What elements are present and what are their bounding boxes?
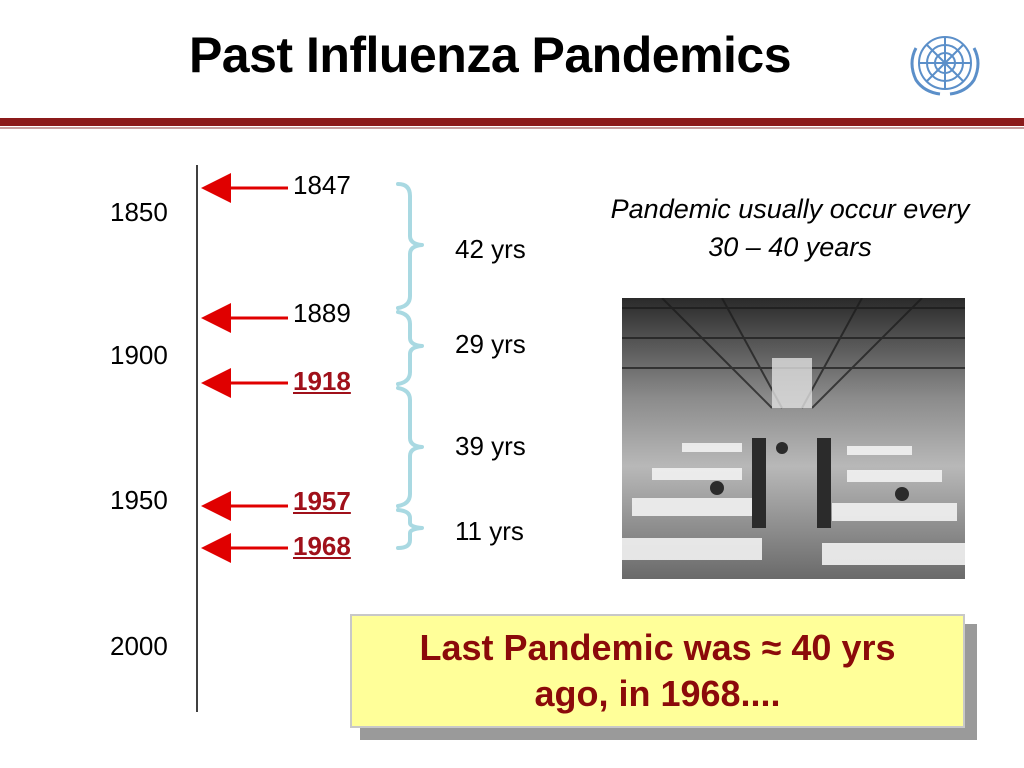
year-label-1889: 1889	[293, 298, 351, 328]
pandemic-frequency-note: Pandemic usually occur every 30 – 40 yea…	[610, 194, 970, 262]
un-emblem-icon	[910, 36, 980, 96]
interval-label-29: 29 yrs	[455, 329, 526, 359]
callout-text: Last Pandemic was ≈ 40 yrs ago, in 1968.…	[419, 627, 896, 714]
title-rule	[0, 118, 1024, 126]
year-label-1918: 1918	[293, 366, 351, 396]
axis-tick-1900: 1900	[110, 340, 168, 370]
interval-label-42: 42 yrs	[455, 234, 526, 264]
hospital-ward-photo	[622, 298, 965, 579]
year-label-1847: 1847	[293, 170, 351, 200]
brace-42-yrs	[396, 182, 424, 310]
year-label-1957: 1957	[293, 486, 351, 516]
last-pandemic-callout: Last Pandemic was ≈ 40 yrs ago, in 1968.…	[350, 614, 965, 728]
page-title: Past Influenza Pandemics	[188, 27, 792, 83]
brace-11-yrs	[396, 508, 424, 550]
brace-29-yrs	[396, 310, 424, 386]
axis-tick-1950: 1950	[110, 485, 168, 515]
year-label-1968: 1968	[293, 531, 351, 561]
axis-tick-1850: 1850	[110, 197, 168, 227]
title-rule-shadow	[0, 127, 1024, 129]
brace-39-yrs	[396, 386, 424, 508]
interval-label-39: 39 yrs	[455, 431, 526, 461]
interval-label-11: 11 yrs	[455, 516, 524, 546]
axis-tick-2000: 2000	[110, 631, 168, 661]
